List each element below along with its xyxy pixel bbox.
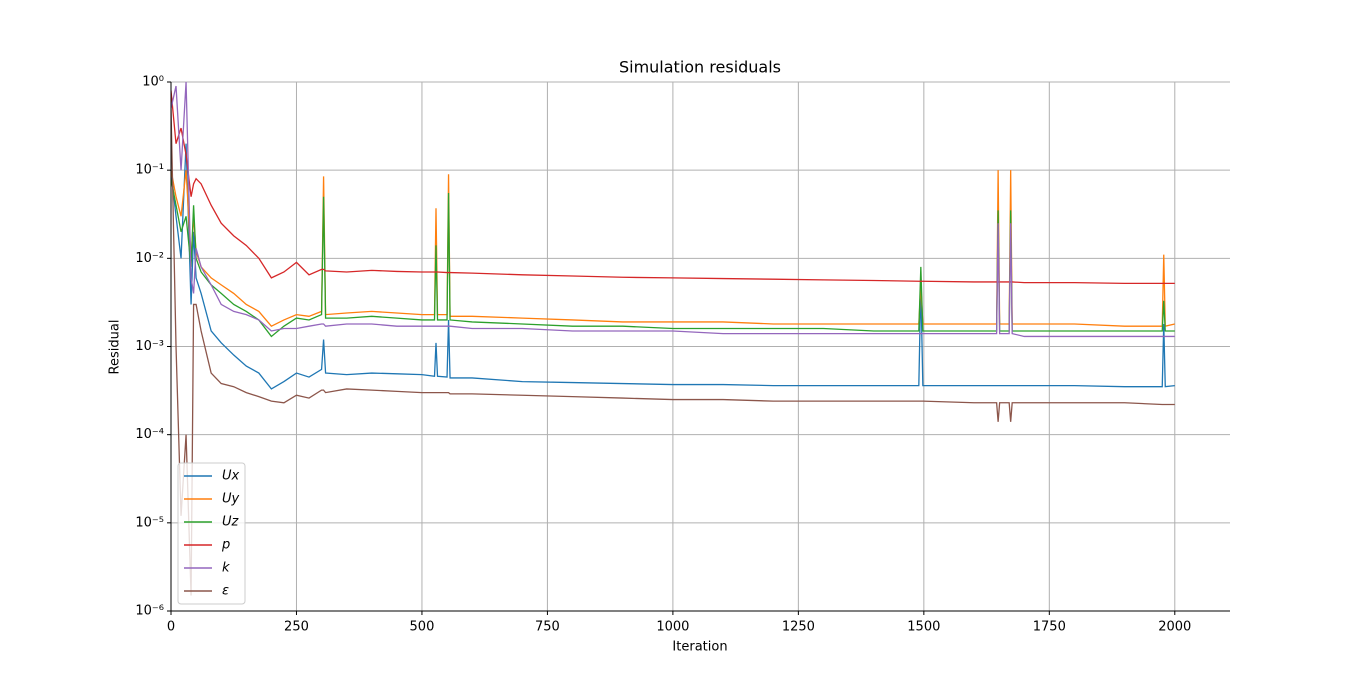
x-tick-label: 500 bbox=[410, 620, 435, 635]
y-tick-label: 10⁻² bbox=[135, 251, 164, 266]
legend-label: Uy bbox=[222, 492, 240, 507]
y-axis-label: Residual bbox=[108, 320, 123, 375]
series-line bbox=[171, 178, 1175, 338]
chart-title: Simulation residuals bbox=[619, 58, 781, 77]
x-tick-label: 2000 bbox=[1158, 620, 1191, 635]
series-line bbox=[171, 90, 1175, 285]
legend bbox=[177, 462, 246, 605]
x-tick-label: 1750 bbox=[1033, 620, 1066, 635]
legend-label: Ux bbox=[222, 469, 240, 484]
x-tick-label: 750 bbox=[535, 620, 560, 635]
series-line bbox=[171, 108, 1175, 596]
x-tick-label: 1500 bbox=[907, 620, 940, 635]
legend-label: k bbox=[222, 561, 230, 576]
x-tick-label: 250 bbox=[284, 620, 309, 635]
legend-label: p bbox=[221, 538, 230, 553]
y-tick-label: 10⁻⁶ bbox=[135, 604, 164, 619]
x-tick-label: 1250 bbox=[782, 620, 815, 635]
y-tick-label: 10⁻¹ bbox=[135, 163, 164, 178]
y-tick-label: 10⁻⁵ bbox=[135, 515, 164, 530]
x-tick-label: 1000 bbox=[656, 620, 689, 635]
x-axis-label: Iteration bbox=[672, 640, 727, 655]
legend-label: ε bbox=[222, 584, 229, 599]
y-tick-label: 10⁻³ bbox=[135, 339, 164, 354]
x-tick-label: 0 bbox=[167, 620, 175, 635]
series-line bbox=[171, 143, 1175, 390]
series-line bbox=[171, 82, 1175, 338]
y-tick-label: 10⁰ bbox=[142, 75, 164, 90]
y-tick-label: 10⁻⁴ bbox=[135, 427, 164, 442]
legend-label: Uz bbox=[222, 515, 240, 530]
